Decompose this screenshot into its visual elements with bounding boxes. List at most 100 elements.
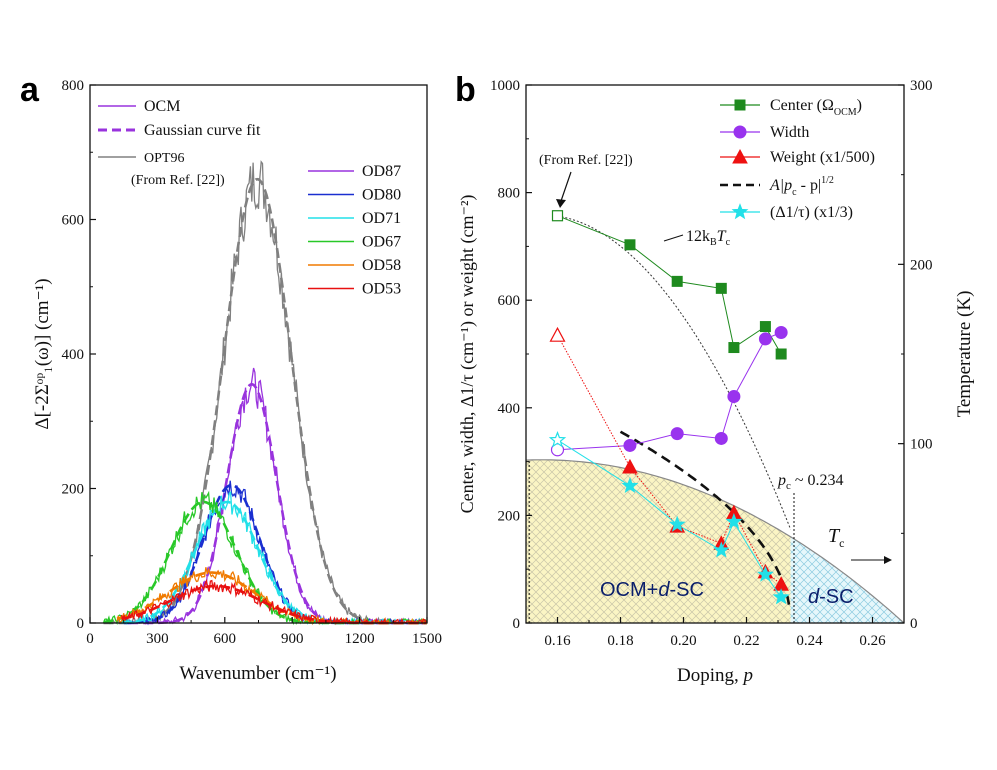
series-square-point xyxy=(775,348,787,360)
series-square-point xyxy=(715,282,727,294)
kt-label-arrow xyxy=(663,234,684,242)
panel-label-b: b xyxy=(455,71,476,109)
region-ocm-text: OCM+ xyxy=(600,579,658,601)
series-circle-point xyxy=(727,390,741,404)
from-ref-annotation: (From Ref. [22]) xyxy=(539,153,633,168)
series-square-point xyxy=(759,321,771,333)
panel-b-y-axis-label: Center, width, Δ1/τ (cm⁻¹) or weight (cm… xyxy=(457,195,478,514)
legend-fit-main: A|p xyxy=(769,177,792,194)
pc-label-sub: c xyxy=(786,480,791,492)
panel-b-series-layer xyxy=(548,210,790,605)
legend-od58-label: OD58 xyxy=(362,257,401,274)
series-od53-fit-line xyxy=(121,584,427,625)
legend-od87-label: OD87 xyxy=(362,163,401,180)
panel-a-x-axis-label: Wavenumber (cm⁻¹) xyxy=(179,663,336,684)
sqrt-fit-curve xyxy=(619,430,791,605)
pc-label-value: ~ 0.234 xyxy=(791,472,844,489)
panel-b-y-tick-label: 1000 xyxy=(490,78,520,94)
series-star-ref-point xyxy=(548,430,567,448)
legend-star-label-main: (Δ1/τ) (x1/3) xyxy=(770,204,853,221)
legend-square-label: Center (ΩOCM) xyxy=(770,97,862,118)
panel-b-y2-axis-label: Temperature (K) xyxy=(954,291,975,418)
legend-ref-label: OPT96 xyxy=(144,151,184,166)
panel-b-x-axis-var: p xyxy=(742,665,754,686)
from-ref-arrow xyxy=(560,171,572,202)
series-square-ref-point xyxy=(551,210,564,222)
series-star-point xyxy=(772,588,790,605)
panel-a: 0 300 600 900 1200 1500 0 200 400 600 800 Wavenumb… xyxy=(32,78,442,684)
panel-a-y-tick-label: 400 xyxy=(62,347,85,363)
from-ref-arrowhead xyxy=(556,199,566,208)
panel-b-curves xyxy=(557,215,792,605)
panel-a-y-axis-label: Δ[-2Σᵒᵖ₁(ω)] (cm⁻¹) xyxy=(32,278,53,429)
legend-fit-label: A|pc - p|1/2 xyxy=(769,175,834,198)
panel-b-y-tick-label: 800 xyxy=(498,186,521,202)
panel-b-y-tick-label: 600 xyxy=(498,293,521,309)
panel-b-y-tick-label: 200 xyxy=(498,508,521,524)
legend-ocm-label: OCM xyxy=(144,98,180,115)
panel-a-x-tick-label: 600 xyxy=(214,631,237,647)
tc-label-sub: c xyxy=(839,536,844,550)
legend-ref-note: (From Ref. [22]) xyxy=(131,173,225,188)
series-triangle-point xyxy=(622,458,638,474)
series-square-line xyxy=(557,215,782,355)
panel-b-x-axis-label: Doping, p xyxy=(677,665,753,686)
legend-circle-marker xyxy=(733,125,747,139)
region-ocm-d: d xyxy=(658,579,670,601)
series-circle-point xyxy=(670,427,684,441)
legend-fit-label: Gaussian curve fit xyxy=(144,122,261,139)
series-star-point xyxy=(725,513,743,530)
legend-od67-label: OD67 xyxy=(362,234,401,251)
legend-circle-label: Width xyxy=(770,124,809,141)
panel-b-x-tick-label: 0.22 xyxy=(733,633,759,649)
panel-a-style-legend: OCM Gaussian curve fit OPT96 (From Ref. … xyxy=(98,98,261,188)
region-ocm-dsc-label: OCM+d-SC xyxy=(600,579,704,601)
legend-star-marker xyxy=(731,203,749,220)
panel-b-y2-tick-label: 200 xyxy=(910,257,933,273)
panel-b-ticks: 0.16 0.18 0.20 0.22 0.24 0.26 0 200 400 600 800 100… xyxy=(490,78,933,649)
region-ocm-sc: -SC xyxy=(669,579,703,601)
legend-triangle-label-main: Weight (x1/500) xyxy=(770,149,875,166)
panel-b-x-tick-label: 0.26 xyxy=(859,633,886,649)
series-triangle-ref-point xyxy=(549,326,566,342)
region-dsc xyxy=(790,536,904,623)
series-circle-point xyxy=(774,325,788,339)
legend-triangle-label: Weight (x1/500) xyxy=(770,149,875,166)
panel-b-x-tick-label: 0.24 xyxy=(796,633,823,649)
panel-a-y-tick-label: 0 xyxy=(77,616,85,632)
legend-od71-label: OD71 xyxy=(362,210,401,227)
legend-fit-mid: - p| xyxy=(797,177,822,194)
panel-a-ticks: 0 300 600 900 1200 1500 0 200 400 600 800 xyxy=(62,78,443,647)
panel-b-x-axis-text: Doping, xyxy=(677,665,744,686)
kt-curve-label: 12kBTc xyxy=(686,228,731,248)
panel-b-y-tick-label: 400 xyxy=(498,401,521,417)
panel-b-x-tick-label: 0.18 xyxy=(607,633,633,649)
series-square-point xyxy=(728,342,740,354)
series-star-point xyxy=(712,541,730,558)
tc-label-main: T xyxy=(828,525,841,547)
legend-triangle-marker xyxy=(732,148,748,164)
legend-square-label-sub: OCM xyxy=(834,107,857,118)
series-circle-point xyxy=(714,431,728,445)
panel-a-series-layer xyxy=(102,160,428,626)
kt-label-sub2: c xyxy=(726,237,731,248)
panel-a-x-tick-label: 1500 xyxy=(412,631,442,647)
region-ocm-dsc xyxy=(526,459,791,623)
region-dsc-sc: -SC xyxy=(819,586,853,608)
pc-label-main: p xyxy=(777,472,786,489)
region-dsc-d: d xyxy=(808,586,820,608)
tc-arrowhead xyxy=(884,556,892,564)
panel-a-x-tick-label: 900 xyxy=(281,631,304,647)
legend-od53-label: OD53 xyxy=(362,281,401,298)
tc-annotation: Tc xyxy=(828,525,844,550)
panel-a-x-tick-label: 0 xyxy=(86,631,94,647)
panel-label-a: a xyxy=(20,71,40,109)
panel-b: 0.16 0.18 0.20 0.22 0.24 0.26 0 200 400 600 800 100… xyxy=(457,78,975,686)
kt-curve xyxy=(557,215,792,530)
kt-label-mid: T xyxy=(717,228,727,245)
series-opt96-data-line xyxy=(103,160,427,625)
series-star-point xyxy=(621,476,639,494)
legend-square-label-main: Center (Ω xyxy=(770,97,834,114)
series-circle-line xyxy=(557,332,782,451)
panel-a-x-tick-label: 1200 xyxy=(345,631,375,647)
